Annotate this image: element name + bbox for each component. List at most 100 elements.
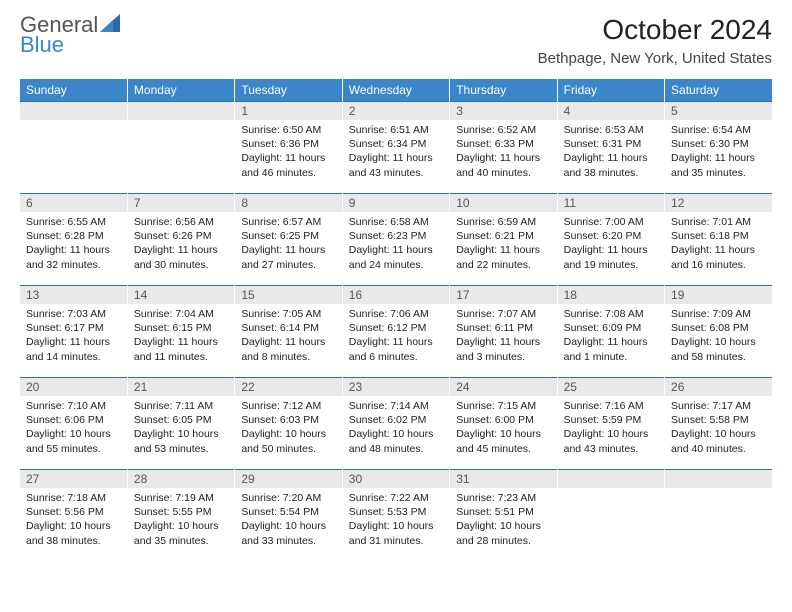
cell-body: Sunrise: 6:50 AMSunset: 6:36 PMDaylight:… — [235, 120, 341, 186]
cell-body: Sunrise: 6:58 AMSunset: 6:23 PMDaylight:… — [343, 212, 449, 278]
sunrise-text: Sunrise: 6:59 AM — [456, 215, 550, 229]
sunset-text: Sunset: 6:17 PM — [26, 321, 121, 335]
daylight-text: Daylight: 10 hours and 40 minutes. — [671, 427, 766, 455]
sunset-text: Sunset: 6:33 PM — [456, 137, 550, 151]
calendar-body: 1Sunrise: 6:50 AMSunset: 6:36 PMDaylight… — [20, 101, 772, 561]
calendar-table: SundayMondayTuesdayWednesdayThursdayFrid… — [20, 79, 772, 561]
day-number — [558, 469, 664, 488]
daylight-text: Daylight: 11 hours and 22 minutes. — [456, 243, 550, 271]
cell-body: Sunrise: 7:03 AMSunset: 6:17 PMDaylight:… — [20, 304, 127, 370]
day-number: 2 — [343, 101, 449, 120]
day-number: 8 — [235, 193, 341, 212]
cell-body: Sunrise: 6:53 AMSunset: 6:31 PMDaylight:… — [558, 120, 664, 186]
calendar-cell: 5Sunrise: 6:54 AMSunset: 6:30 PMDaylight… — [665, 101, 772, 193]
cell-body: Sunrise: 7:00 AMSunset: 6:20 PMDaylight:… — [558, 212, 664, 278]
calendar-week: 13Sunrise: 7:03 AMSunset: 6:17 PMDayligh… — [20, 285, 772, 377]
sunrise-text: Sunrise: 6:51 AM — [349, 123, 443, 137]
daylight-text: Daylight: 10 hours and 58 minutes. — [671, 335, 766, 363]
calendar-cell: 3Sunrise: 6:52 AMSunset: 6:33 PMDaylight… — [450, 101, 557, 193]
day-number: 6 — [20, 193, 127, 212]
cell-body: Sunrise: 7:18 AMSunset: 5:56 PMDaylight:… — [20, 488, 127, 554]
calendar-cell: 12Sunrise: 7:01 AMSunset: 6:18 PMDayligh… — [665, 193, 772, 285]
sunrise-text: Sunrise: 7:11 AM — [134, 399, 228, 413]
calendar-cell: 20Sunrise: 7:10 AMSunset: 6:06 PMDayligh… — [20, 377, 127, 469]
sunset-text: Sunset: 6:11 PM — [456, 321, 550, 335]
calendar-week: 20Sunrise: 7:10 AMSunset: 6:06 PMDayligh… — [20, 377, 772, 469]
daylight-text: Daylight: 10 hours and 35 minutes. — [134, 519, 228, 547]
sunset-text: Sunset: 6:12 PM — [349, 321, 443, 335]
day-number: 31 — [450, 469, 556, 488]
title-block: October 2024 Bethpage, New York, United … — [538, 14, 772, 67]
day-number: 4 — [558, 101, 664, 120]
cell-body: Sunrise: 7:12 AMSunset: 6:03 PMDaylight:… — [235, 396, 341, 462]
calendar-cell: 24Sunrise: 7:15 AMSunset: 6:00 PMDayligh… — [450, 377, 557, 469]
sunset-text: Sunset: 6:36 PM — [241, 137, 335, 151]
cell-body: Sunrise: 7:14 AMSunset: 6:02 PMDaylight:… — [343, 396, 449, 462]
daylight-text: Daylight: 10 hours and 38 minutes. — [26, 519, 121, 547]
calendar-cell: 15Sunrise: 7:05 AMSunset: 6:14 PMDayligh… — [235, 285, 342, 377]
sunset-text: Sunset: 6:00 PM — [456, 413, 550, 427]
cell-body: Sunrise: 7:17 AMSunset: 5:58 PMDaylight:… — [665, 396, 772, 462]
cell-body: Sunrise: 6:59 AMSunset: 6:21 PMDaylight:… — [450, 212, 556, 278]
day-number: 15 — [235, 285, 341, 304]
sunset-text: Sunset: 6:31 PM — [564, 137, 658, 151]
sunset-text: Sunset: 5:56 PM — [26, 505, 121, 519]
sunrise-text: Sunrise: 7:08 AM — [564, 307, 658, 321]
sunrise-text: Sunrise: 6:53 AM — [564, 123, 658, 137]
daylight-text: Daylight: 10 hours and 45 minutes. — [456, 427, 550, 455]
daylight-text: Daylight: 10 hours and 43 minutes. — [564, 427, 658, 455]
daylight-text: Daylight: 11 hours and 16 minutes. — [671, 243, 766, 271]
cell-body: Sunrise: 7:04 AMSunset: 6:15 PMDaylight:… — [128, 304, 234, 370]
sunset-text: Sunset: 6:06 PM — [26, 413, 121, 427]
calendar-cell: 19Sunrise: 7:09 AMSunset: 6:08 PMDayligh… — [665, 285, 772, 377]
daylight-text: Daylight: 11 hours and 40 minutes. — [456, 151, 550, 179]
calendar-cell: 14Sunrise: 7:04 AMSunset: 6:15 PMDayligh… — [127, 285, 234, 377]
sunset-text: Sunset: 6:21 PM — [456, 229, 550, 243]
day-number: 13 — [20, 285, 127, 304]
calendar-week: 1Sunrise: 6:50 AMSunset: 6:36 PMDaylight… — [20, 101, 772, 193]
sunrise-text: Sunrise: 6:52 AM — [456, 123, 550, 137]
calendar-cell — [557, 469, 664, 561]
daylight-text: Daylight: 10 hours and 53 minutes. — [134, 427, 228, 455]
sunset-text: Sunset: 6:28 PM — [26, 229, 121, 243]
day-number — [20, 101, 127, 120]
daylight-text: Daylight: 11 hours and 8 minutes. — [241, 335, 335, 363]
cell-body: Sunrise: 6:52 AMSunset: 6:33 PMDaylight:… — [450, 120, 556, 186]
sunrise-text: Sunrise: 7:19 AM — [134, 491, 228, 505]
daylight-text: Daylight: 10 hours and 55 minutes. — [26, 427, 121, 455]
sunrise-text: Sunrise: 7:00 AM — [564, 215, 658, 229]
sunset-text: Sunset: 6:08 PM — [671, 321, 766, 335]
month-title: October 2024 — [538, 14, 772, 46]
day-number: 24 — [450, 377, 556, 396]
logo-text-bottom: Blue — [20, 34, 120, 56]
sunset-text: Sunset: 5:54 PM — [241, 505, 335, 519]
location-text: Bethpage, New York, United States — [538, 50, 772, 67]
day-number — [128, 101, 234, 120]
calendar-week: 6Sunrise: 6:55 AMSunset: 6:28 PMDaylight… — [20, 193, 772, 285]
cell-body: Sunrise: 7:19 AMSunset: 5:55 PMDaylight:… — [128, 488, 234, 554]
calendar-cell — [665, 469, 772, 561]
daylight-text: Daylight: 11 hours and 1 minute. — [564, 335, 658, 363]
calendar-cell: 27Sunrise: 7:18 AMSunset: 5:56 PMDayligh… — [20, 469, 127, 561]
cell-body: Sunrise: 6:57 AMSunset: 6:25 PMDaylight:… — [235, 212, 341, 278]
day-number: 25 — [558, 377, 664, 396]
logo-sail-icon — [100, 14, 120, 36]
day-number: 11 — [558, 193, 664, 212]
sunrise-text: Sunrise: 7:10 AM — [26, 399, 121, 413]
cell-body: Sunrise: 6:55 AMSunset: 6:28 PMDaylight:… — [20, 212, 127, 278]
sunset-text: Sunset: 5:53 PM — [349, 505, 443, 519]
calendar-cell — [20, 101, 127, 193]
day-number: 18 — [558, 285, 664, 304]
calendar-header-row: SundayMondayTuesdayWednesdayThursdayFrid… — [20, 79, 772, 101]
daylight-text: Daylight: 11 hours and 38 minutes. — [564, 151, 658, 179]
day-header: Saturday — [665, 79, 772, 101]
cell-body: Sunrise: 7:08 AMSunset: 6:09 PMDaylight:… — [558, 304, 664, 370]
sunrise-text: Sunrise: 7:14 AM — [349, 399, 443, 413]
cell-body: Sunrise: 7:05 AMSunset: 6:14 PMDaylight:… — [235, 304, 341, 370]
sunrise-text: Sunrise: 7:23 AM — [456, 491, 550, 505]
sunset-text: Sunset: 5:58 PM — [671, 413, 766, 427]
sunset-text: Sunset: 6:25 PM — [241, 229, 335, 243]
calendar-cell: 13Sunrise: 7:03 AMSunset: 6:17 PMDayligh… — [20, 285, 127, 377]
cell-body: Sunrise: 6:51 AMSunset: 6:34 PMDaylight:… — [343, 120, 449, 186]
calendar-cell: 31Sunrise: 7:23 AMSunset: 5:51 PMDayligh… — [450, 469, 557, 561]
